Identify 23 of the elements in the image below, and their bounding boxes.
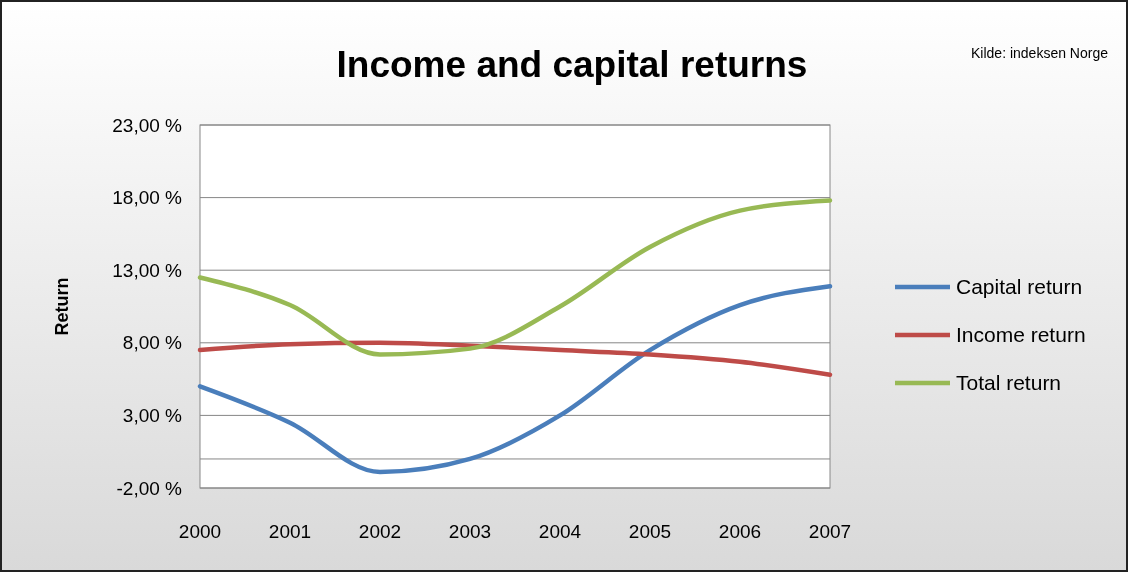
y-tick-label: 8,00 % (122, 332, 183, 354)
x-tick-label: 2007 (808, 521, 852, 542)
x-tick-label: 2006 (718, 521, 762, 542)
x-tick-label: 2002 (358, 521, 402, 542)
x-tick-label: 2003 (448, 521, 492, 542)
x-tick-label: 2000 (178, 521, 222, 542)
x-tick-label: 2005 (628, 521, 672, 542)
text: Kilde: indeksen Norge (971, 45, 1109, 61)
x-tick-label: 2001 (268, 521, 312, 542)
y-tick-label: 3,00 % (122, 405, 183, 427)
line-series (197, 340, 833, 377)
y-tick-label: 18,00 % (112, 187, 183, 209)
legend-label: Total return (956, 371, 1062, 395)
chart-title: Income and capital returns (336, 44, 808, 85)
legend-label: Income return (956, 323, 1086, 347)
y-axis-title: Return (52, 277, 72, 336)
line-series (197, 198, 833, 357)
y-tick-label: 13,00 % (112, 259, 183, 281)
y-tick-label: -2,00 % (116, 477, 183, 499)
line-series (197, 283, 833, 475)
y-tick-label: 23,00 % (112, 114, 183, 136)
legend-label: Capital return (956, 275, 1083, 299)
x-tick-label: 2004 (538, 521, 582, 542)
